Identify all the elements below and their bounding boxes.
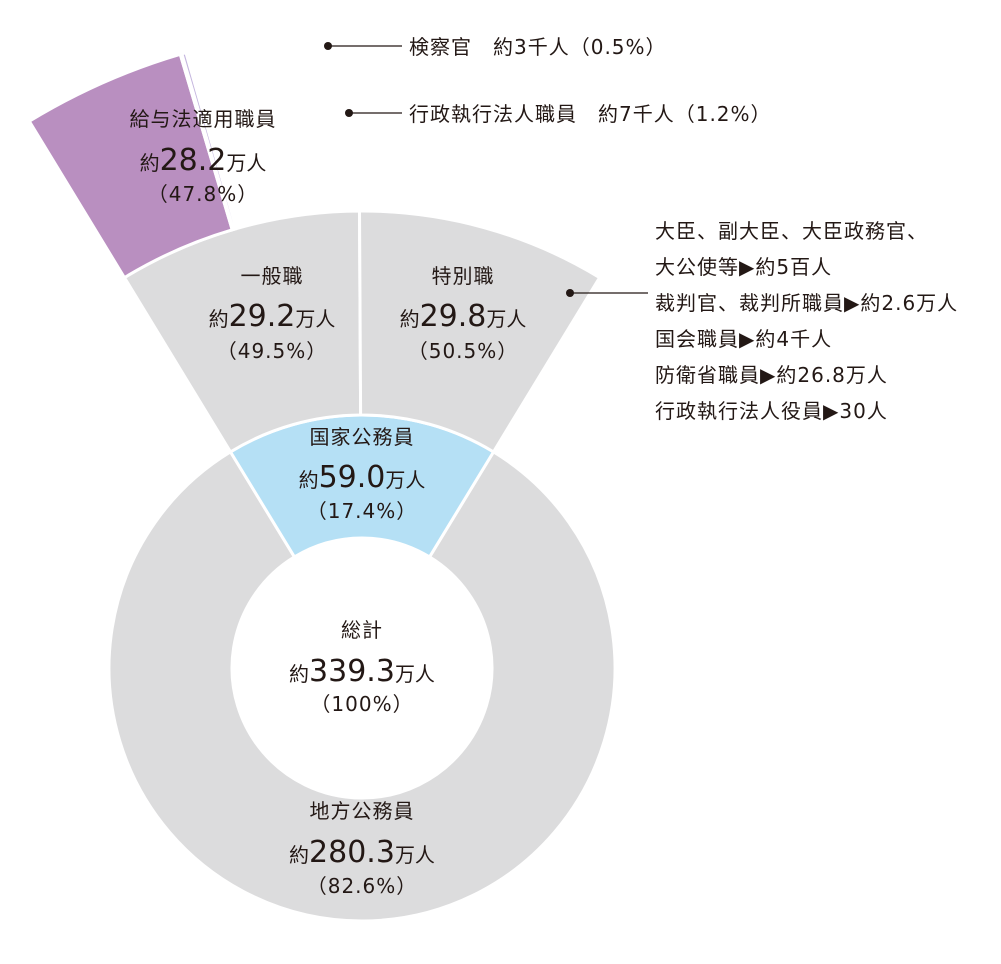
- chart-wedges: [27, 51, 617, 923]
- special-note-line: 大公使等▶約5百人: [655, 255, 832, 279]
- callout-special: 大臣、副大臣、大臣政務官、 大公使等▶約5百人 裁判官、裁判所職員▶約2.6万人…: [566, 219, 958, 423]
- special-note-line: 防衛省職員▶約26.8万人: [655, 363, 888, 387]
- total-value: 約339.3万人: [289, 654, 435, 689]
- label-total: 総計 約339.3万人 （100%）: [289, 618, 435, 716]
- national-name: 国家公務員: [310, 425, 415, 449]
- general-value: 約29.2万人: [209, 299, 336, 334]
- special-note-line: 大臣、副大臣、大臣政務官、: [655, 219, 928, 243]
- wedge-local: [107, 450, 617, 923]
- salary-act-name: 給与法適用職員: [130, 107, 277, 131]
- special-note-line: 行政執行法人役員▶30人: [655, 399, 888, 423]
- label-special: 特別職 約29.8万人 （50.5%）: [400, 264, 527, 363]
- label-salary-act: 給与法適用職員 約28.2万人 （47.8%）: [130, 107, 277, 206]
- special-percent: （50.5%）: [408, 339, 519, 363]
- general-percent: （49.5%）: [217, 339, 328, 363]
- total-percent: （100%）: [310, 692, 413, 716]
- label-general: 一般職 約29.2万人 （49.5%）: [209, 264, 336, 363]
- total-name: 総計: [341, 618, 383, 642]
- admin-agency-note: 行政執行法人職員 約7千人（1.2%）: [409, 102, 772, 126]
- national-percent: （17.4%）: [307, 499, 418, 523]
- special-note-line: 裁判官、裁判所職員▶約2.6万人: [655, 291, 958, 315]
- special-value: 約29.8万人: [400, 299, 527, 334]
- local-name: 地方公務員: [310, 799, 415, 823]
- special-name: 特別職: [432, 264, 495, 288]
- callout-prosecutors: 検察官 約3千人（0.5%）: [324, 35, 667, 59]
- salary-act-percent: （47.8%）: [148, 182, 259, 206]
- label-national: 国家公務員 約59.0万人 （17.4%）: [299, 425, 426, 523]
- national-value: 約59.0万人: [299, 460, 426, 495]
- local-value: 約280.3万人: [289, 835, 435, 870]
- general-name: 一般職: [241, 264, 304, 288]
- prosecutors-note: 検察官 約3千人（0.5%）: [409, 35, 667, 59]
- salary-act-value: 約28.2万人: [140, 143, 267, 178]
- wedge-admin-agency: [180, 51, 238, 231]
- label-local: 地方公務員 約280.3万人 （82.6%）: [289, 799, 435, 898]
- wedge-special: [358, 209, 602, 454]
- special-note-line: 国会職員▶約4千人: [655, 327, 832, 351]
- callout-admin-agency: 行政執行法人職員 約7千人（1.2%）: [345, 102, 772, 126]
- local-percent: （82.6%）: [307, 874, 418, 898]
